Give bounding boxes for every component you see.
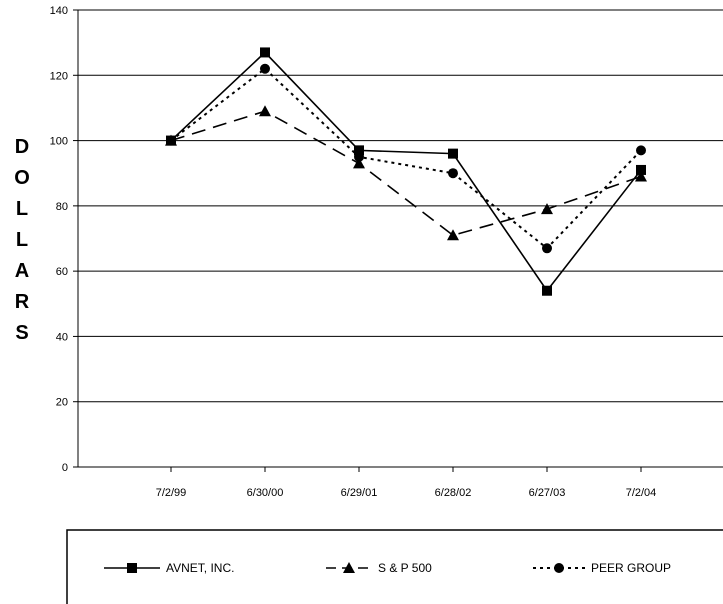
marker-square [260, 47, 270, 58]
y-tick-label: 40 [56, 331, 68, 343]
marker-circle [554, 563, 564, 573]
marker-triangle [259, 105, 271, 117]
marker-square [542, 285, 552, 296]
y-tick-label: 100 [50, 136, 68, 148]
marker-circle [448, 168, 458, 179]
y-tick-label: 60 [56, 266, 68, 278]
y-tick-label: 80 [56, 201, 68, 213]
marker-circle [542, 243, 552, 254]
marker-square [127, 563, 137, 573]
series-line [170, 51, 642, 293]
y-axis-label-letter: R [15, 291, 30, 313]
marker-circle [260, 63, 270, 74]
legend-item: PEER GROUP [533, 561, 671, 575]
x-tick-label: 7/2/99 [156, 487, 187, 499]
marker-circle [636, 145, 646, 156]
x-tick-label: 6/27/03 [529, 487, 566, 499]
grid-lines [78, 9, 723, 403]
marker-triangle [541, 203, 553, 215]
x-tick-label: 6/29/01 [341, 487, 378, 499]
y-axis-label-letter: O [14, 167, 30, 189]
x-tick-label: 7/2/04 [626, 487, 657, 499]
marker-triangle [447, 229, 459, 241]
marker-triangle [635, 170, 647, 182]
series-line [170, 67, 642, 250]
legend: AVNET, INC. S & P 500 PEER GROUP [66, 529, 723, 604]
x-tick-labels: 7/2/99 6/30/00 6/29/01 6/28/02 6/27/03 7/2/04 [156, 487, 657, 499]
y-axis-label-letter: S [15, 322, 28, 344]
legend-label: PEER GROUP [591, 561, 671, 575]
marker-square [354, 145, 364, 156]
y-axis-label-letter: D [15, 136, 29, 158]
y-tick-label: 0 [62, 462, 68, 474]
marker-square [636, 164, 646, 175]
x-tick-label: 6/30/00 [247, 487, 284, 499]
legend-label: S & P 500 [378, 561, 432, 575]
y-axis-label-letter: L [16, 198, 28, 220]
marker-triangle [343, 562, 355, 573]
series-line [170, 110, 642, 237]
legend-item: AVNET, INC. [104, 561, 234, 575]
axes [73, 9, 723, 472]
marker-square [166, 135, 176, 146]
marker-triangle [353, 157, 365, 169]
y-axis-label-letter: A [15, 260, 29, 282]
y-tick-labels: 0 20 40 60 80 100 120 140 [50, 5, 68, 474]
marker-square [448, 148, 458, 159]
series-square [166, 47, 646, 296]
y-axis-label-letter: L [16, 229, 28, 251]
x-tick-label: 6/28/02 [435, 487, 472, 499]
legend-label: AVNET, INC. [166, 561, 234, 575]
series-triangle [165, 105, 647, 241]
y-tick-label: 20 [56, 397, 68, 409]
y-tick-label: 120 [50, 70, 68, 82]
series-circle [166, 63, 646, 254]
y-tick-label: 140 [50, 5, 68, 17]
series [165, 47, 647, 296]
legend-item: S & P 500 [326, 561, 432, 575]
legend-box [66, 529, 723, 604]
